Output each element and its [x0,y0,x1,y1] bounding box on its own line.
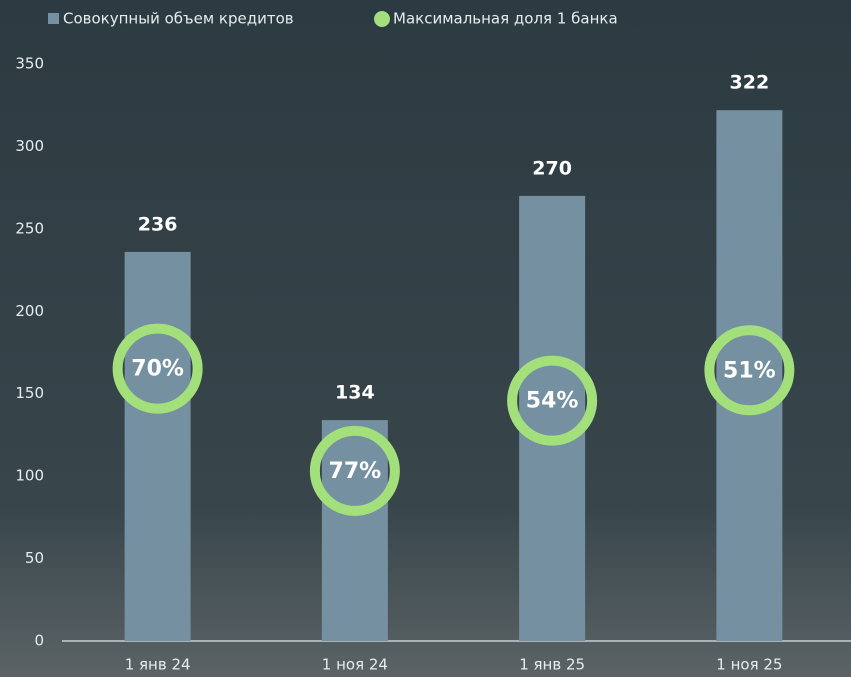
bar [124,251,191,642]
legend-swatch [48,13,59,24]
bar [519,195,586,641]
y-tick-label: 350 [15,55,44,73]
bar [321,420,388,641]
legend-label: Совокупный объем кредитов [63,10,294,28]
share-marker [507,355,598,446]
share-label: 77% [329,459,382,484]
share-label: 70% [131,357,184,382]
share-marker [112,323,203,414]
y-tick-label: 0 [34,632,44,650]
x-tick-label: 1 ноя 25 [716,656,782,674]
x-tick-label: 1 ноя 24 [322,656,388,674]
x-tick-label: 1 янв 25 [519,656,585,674]
value-label: 270 [532,157,572,179]
y-tick-label: 200 [15,302,44,320]
share-label: 54% [526,389,579,414]
y-tick-label: 150 [15,384,44,402]
legend-label: Максимальная доля 1 банка [393,10,618,28]
value-label: 236 [138,213,178,235]
x-tick-label: 1 янв 24 [125,656,191,674]
share-marker [704,325,795,416]
share-marker [309,425,400,516]
y-tick-label: 50 [25,549,44,567]
y-tick-label: 300 [15,137,44,155]
y-tick-label: 250 [15,219,44,237]
legend-swatch [374,11,390,27]
share-label: 51% [723,358,776,383]
bar [716,110,783,641]
value-label: 322 [730,72,770,94]
value-label: 134 [335,382,375,404]
y-tick-label: 100 [15,467,44,485]
